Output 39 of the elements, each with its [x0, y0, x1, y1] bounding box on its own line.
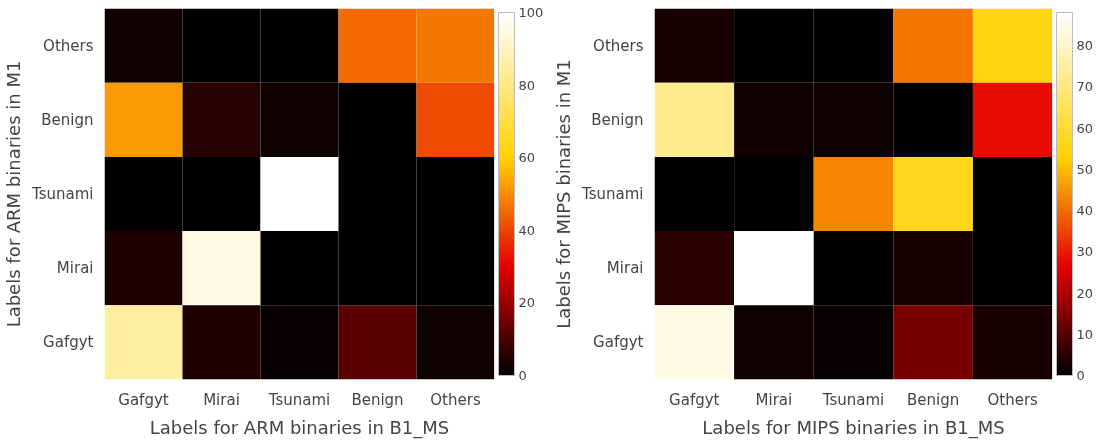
x-tick-label: Benign — [351, 390, 404, 409]
color-bar-label: 10 — [1076, 326, 1094, 342]
color-bar-label: 0 — [1076, 368, 1085, 383]
color-bar-label: 80 — [1076, 38, 1094, 53]
x-axis-title: Labels for ARM binaries in B1_MS — [149, 416, 450, 439]
x-tick-label: Others — [987, 390, 1039, 409]
color-bar-label: 40 — [1076, 203, 1094, 218]
color-bar-label: 80 — [518, 77, 536, 93]
y-tick-label: Tsunami — [581, 185, 644, 203]
x-tick-label: Benign — [906, 390, 960, 409]
y-tick-label: Mirai — [606, 259, 644, 278]
color-bar-label: 50 — [1076, 161, 1094, 177]
x-tick-label: Gafgyt — [118, 390, 169, 409]
x-tick-label: Mirai — [755, 390, 793, 409]
x-tick-label: Others — [430, 390, 481, 409]
x-tick-label: Mirai — [203, 390, 240, 409]
x-tick-label: Gafgyt — [669, 390, 720, 409]
color-bar-label: 70 — [1076, 79, 1094, 95]
y-tick-label: Others — [43, 36, 94, 55]
color-bar-label: 100 — [518, 5, 544, 20]
y-tick-label: Gafgyt — [43, 333, 94, 352]
color-bar-label: 20 — [518, 295, 536, 311]
color-bar-label: 60 — [1076, 120, 1094, 136]
y-tick-label: Mirai — [56, 259, 94, 278]
y-tick-label: Gafgyt — [593, 333, 644, 352]
x-tick-label: Tsunami — [821, 390, 885, 409]
x-tick-label: Tsunami — [267, 390, 331, 409]
x-axis-title: Labels for MIPS binaries in B1_MS — [702, 416, 1005, 439]
y-axis-title: Labels for ARM binaries in M1 — [3, 60, 25, 328]
color-bar-label: 40 — [518, 222, 536, 238]
color-bar-label: 30 — [1076, 244, 1094, 260]
color-bar-label: 60 — [518, 150, 536, 166]
y-tick-label: Benign — [41, 110, 94, 129]
y-tick-label: Others — [593, 36, 644, 55]
color-bar-label: 20 — [1076, 285, 1094, 301]
y-tick-label: Benign — [591, 110, 644, 129]
color-bar-label: 0 — [518, 368, 527, 383]
y-axis-title: Labels for MIPS binaries in M1 — [553, 59, 575, 329]
y-tick-label: Tsunami — [31, 185, 94, 203]
